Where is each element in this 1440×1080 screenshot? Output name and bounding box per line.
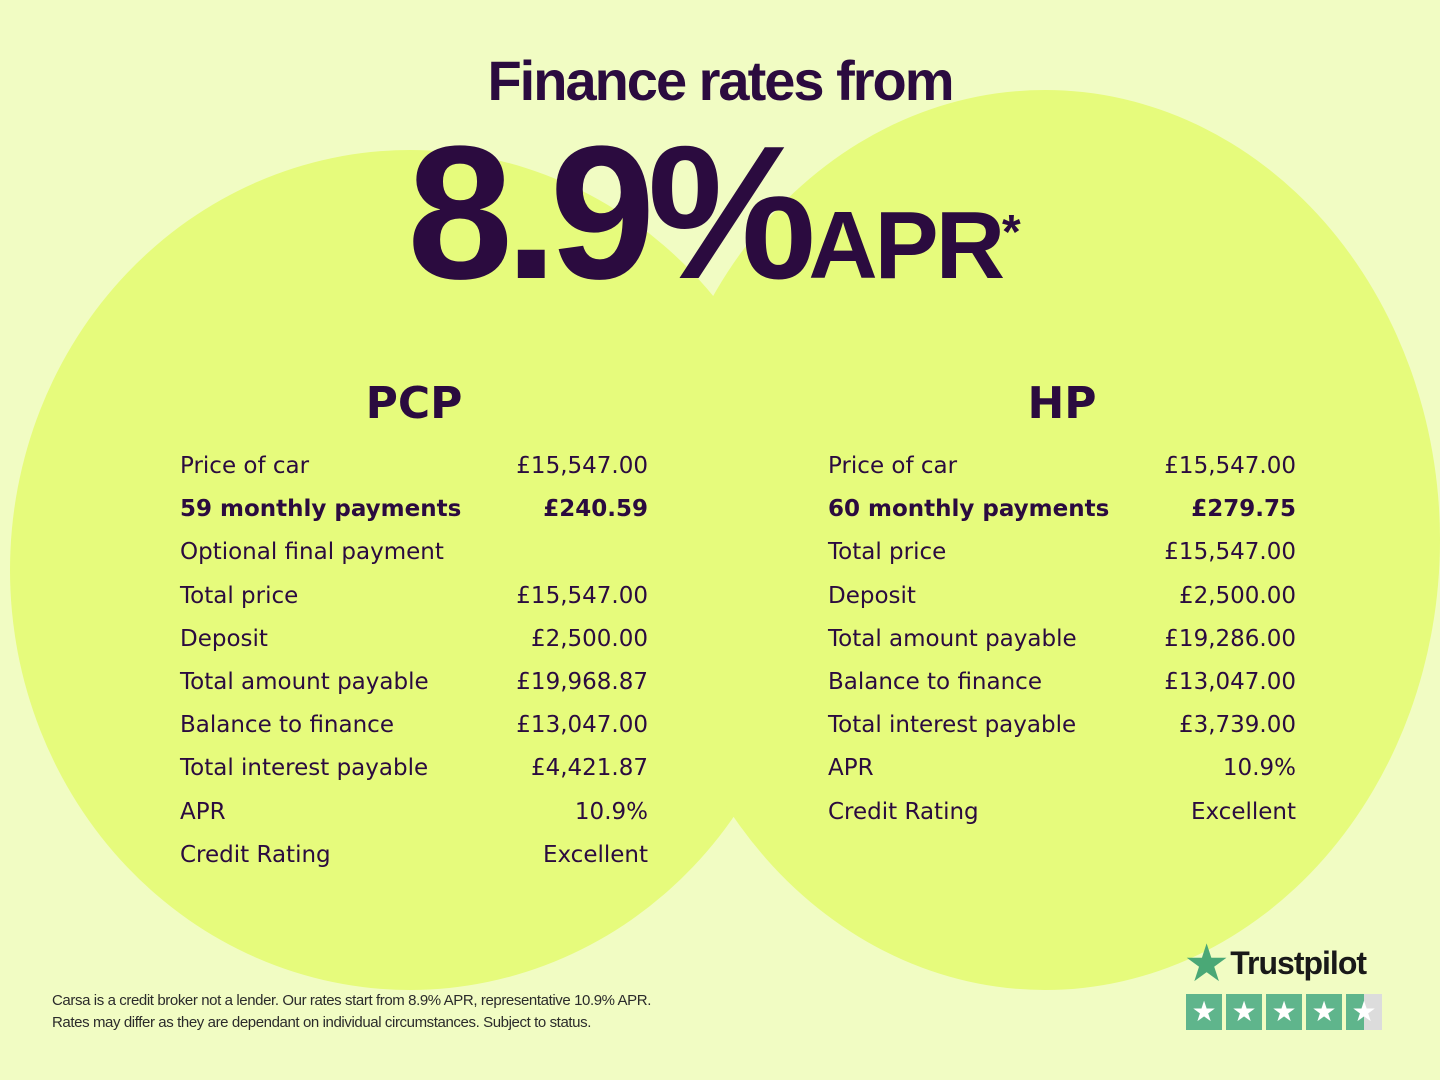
row-value: Excellent xyxy=(1190,798,1296,825)
table-row: 59 monthly payments £240.59 xyxy=(180,494,648,537)
headline-rate: 8.9%APR* xyxy=(0,118,1430,341)
rating-star-icon: ★ xyxy=(1346,994,1382,1030)
table-row: Balance to finance £13,047.00 xyxy=(180,710,648,753)
table-row: Credit Rating Excellent xyxy=(180,840,648,883)
pcp-table: PCP Price of car £15,547.00 59 monthly pay… xyxy=(180,378,648,883)
table-row: Total interest payable £3,739.00 xyxy=(828,710,1296,753)
pcp-title: PCP xyxy=(365,378,463,429)
row-label: Credit Rating xyxy=(180,841,331,868)
table-row: Total interest payable £4,421.87 xyxy=(180,753,648,796)
table-row: Price of car £15,547.00 xyxy=(180,451,648,494)
table-row: Total amount payable £19,968.87 xyxy=(180,667,648,710)
row-label: Total amount payable xyxy=(180,668,429,695)
table-row: Total amount payable £19,286.00 xyxy=(828,624,1296,667)
table-row: Total price £15,547.00 xyxy=(828,537,1296,580)
row-value: £4,421.87 xyxy=(530,755,648,782)
trustpilot-name: Trustpilot xyxy=(1230,944,1367,981)
trustpilot-badge: ★ Trustpilot ★ ★ ★ ★ ★ xyxy=(1186,936,1382,1030)
disclaimer-line-1: Carsa is a credit broker not a lender. O… xyxy=(52,992,651,1009)
row-label: Credit Rating xyxy=(828,798,979,825)
table-row: APR 10.9% xyxy=(828,753,1296,796)
row-label: 60 monthly payments xyxy=(828,496,1110,523)
row-label: Price of car xyxy=(180,453,310,479)
row-label: Total interest payable xyxy=(180,755,429,782)
row-label: Balance to finance xyxy=(180,712,394,739)
table-row: Credit Rating Excellent xyxy=(828,797,1296,840)
rating-star-icon: ★ xyxy=(1226,994,1262,1030)
background-circle-right xyxy=(650,90,1440,990)
row-label: Price of car xyxy=(828,453,958,479)
rate-value: 8.9% xyxy=(407,107,816,319)
table-row: Deposit £2,500.00 xyxy=(180,624,648,667)
star-icon: ★ xyxy=(1186,937,1227,989)
row-value: £15,547.00 xyxy=(516,453,648,479)
disclaimer: Carsa is a credit broker not a lender. O… xyxy=(52,990,651,1034)
row-value: £15,547.00 xyxy=(1164,453,1296,479)
row-value: £19,968.87 xyxy=(516,668,648,695)
table-row: 60 monthly payments £279.75 xyxy=(828,494,1296,537)
row-value: £3,739.00 xyxy=(1178,712,1296,739)
row-value: £19,286.00 xyxy=(1164,625,1296,652)
row-value: 10.9% xyxy=(1222,755,1296,782)
row-value: £15,547.00 xyxy=(1164,539,1296,566)
row-label: Total interest payable xyxy=(828,712,1077,739)
row-value: £15,547.00 xyxy=(516,582,648,609)
disclaimer-line-2: Rates may differ as they are dependant o… xyxy=(52,1014,591,1031)
table-row: Total price £15,547.00 xyxy=(180,581,648,624)
table-row: APR 10.9% xyxy=(180,797,648,840)
row-label: APR xyxy=(828,755,874,782)
row-label: APR xyxy=(180,798,226,825)
row-value: £240.59 xyxy=(543,496,648,523)
rating-star-icon: ★ xyxy=(1266,994,1302,1030)
row-label: Total price xyxy=(828,539,947,566)
asterisk: * xyxy=(1002,206,1020,259)
trustpilot-rating: ★ ★ ★ ★ ★ xyxy=(1186,994,1382,1030)
row-value: £13,047.00 xyxy=(516,712,648,739)
row-value: £2,500.00 xyxy=(1178,582,1296,609)
row-label: Total price xyxy=(180,582,299,609)
row-label: Deposit xyxy=(828,582,916,609)
row-value: £2,500.00 xyxy=(530,625,648,652)
table-row: Balance to finance £13,047.00 xyxy=(828,667,1296,710)
row-label: 59 monthly payments xyxy=(180,496,462,523)
headline: Finance rates from xyxy=(487,49,954,112)
rating-star-icon: ★ xyxy=(1186,994,1222,1030)
table-row: Price of car £15,547.00 xyxy=(828,451,1296,494)
row-value: £279.75 xyxy=(1191,496,1296,523)
apr-label: APR xyxy=(808,192,1005,299)
row-value: £13,047.00 xyxy=(1164,668,1296,695)
row-label: Balance to finance xyxy=(828,668,1042,695)
table-row: Deposit £2,500.00 xyxy=(828,581,1296,624)
row-value: Excellent xyxy=(542,841,648,868)
hp-title: HP xyxy=(1027,378,1097,429)
row-label: Total amount payable xyxy=(828,625,1077,652)
hp-table: HP Price of car £15,547.00 60 monthly paym… xyxy=(828,378,1296,840)
row-label: Optional final payment xyxy=(180,539,444,566)
row-label: Deposit xyxy=(180,625,268,652)
table-row: Optional final payment xyxy=(180,537,648,580)
row-value: 10.9% xyxy=(574,798,648,825)
rating-star-icon: ★ xyxy=(1306,994,1342,1030)
